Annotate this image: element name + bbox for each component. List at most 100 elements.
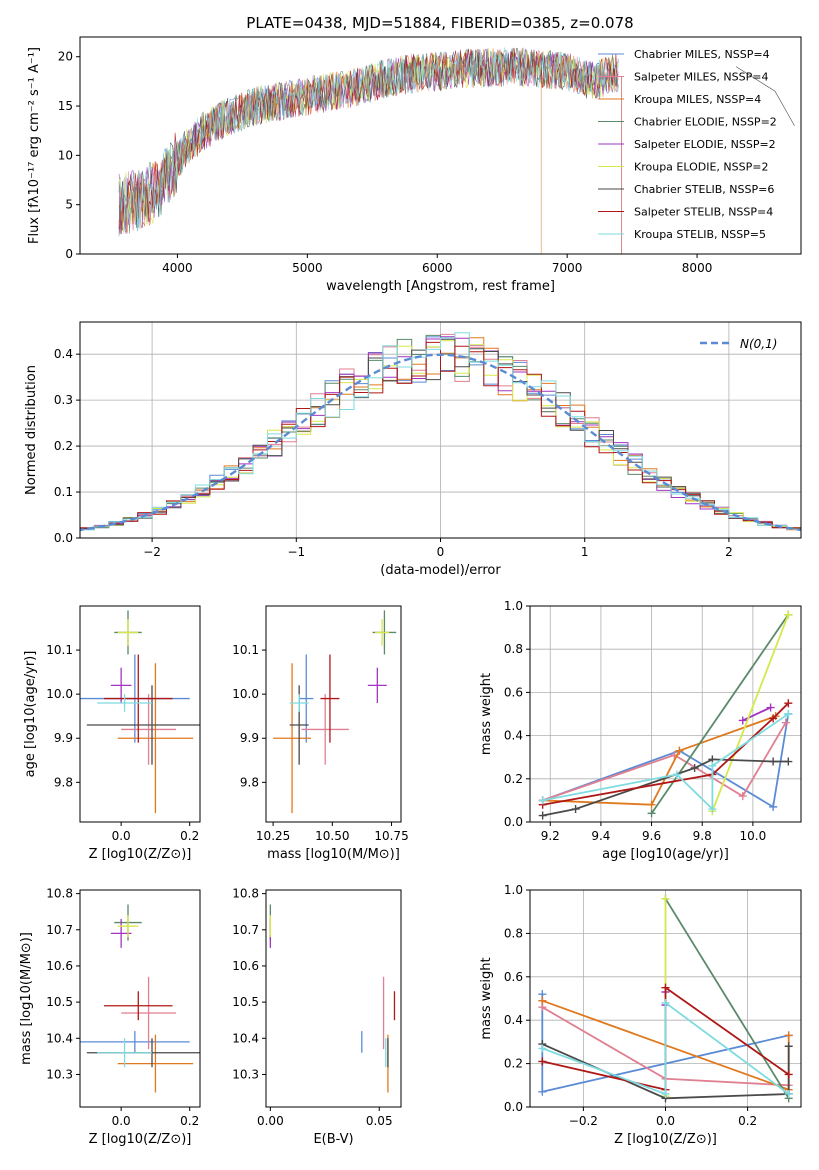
x-axis-label: mass [log10(M/M⊙)] <box>267 847 400 862</box>
series-chabrier_elodie <box>647 610 793 818</box>
legend-entry: Kroupa STELIB, NSSP=5 <box>634 228 766 241</box>
y-tick-label: 0.6 <box>504 685 523 699</box>
y-axis-label: mass weight <box>479 673 494 755</box>
y-tick-label: 15 <box>58 99 73 113</box>
x-tick-label: 0.0 <box>112 829 131 843</box>
y-tick-label: 10.4 <box>46 1031 73 1045</box>
y-tick-label: 10.7 <box>46 923 73 937</box>
axes-frame <box>79 36 802 255</box>
x-tick-label: 0.2 <box>738 1114 757 1128</box>
marker <box>766 703 775 712</box>
marker <box>538 811 547 820</box>
y-axis-label: age [log10(age/yr)] <box>23 651 38 778</box>
axes-frame <box>79 605 201 823</box>
x-tick-label: 1 <box>581 545 589 559</box>
y-tick-label: 0.4 <box>54 347 73 361</box>
x-tick-label: 9.6 <box>642 829 661 843</box>
errorbar-chabrier_miles <box>80 1031 190 1053</box>
x-tick-label: −1 <box>287 545 305 559</box>
y-tick-label: 10.5 <box>232 995 259 1009</box>
x-axis-label: Z [log10(Z/Z⊙)] <box>89 1132 192 1147</box>
marker <box>784 699 793 708</box>
marker <box>784 1070 793 1079</box>
x-tick-label: 0.2 <box>180 829 199 843</box>
y-tick-label: 0.0 <box>54 531 73 545</box>
y-tick-label: 0.0 <box>504 1100 523 1114</box>
y-tick-label: 1.0 <box>504 883 523 897</box>
y-axis-label: mass [log10(M/M⊙)] <box>19 932 34 1065</box>
y-axis-label: mass weight <box>479 957 494 1039</box>
errorbar-salpeter_stelib <box>104 991 173 1021</box>
marker <box>647 800 656 809</box>
y-tick-label: 0.1 <box>54 485 73 499</box>
axes-frame <box>265 889 402 1108</box>
errorbar-kroupa_miles <box>117 1034 194 1093</box>
series-kroupa_stelib <box>538 998 793 1098</box>
errorbar-chabrier_miles <box>299 654 314 743</box>
x-tick-label: 0.00 <box>257 1114 284 1128</box>
y-tick-label: 0.2 <box>504 772 523 786</box>
legend-entry: Chabrier ELODIE, NSSP=2 <box>634 116 777 129</box>
axes-frame <box>529 889 802 1108</box>
marker <box>784 610 793 619</box>
y-tick-label: 10.1 <box>46 643 73 657</box>
x-tick-label: −2 <box>143 545 161 559</box>
axes-frame <box>265 605 402 823</box>
errorbar-kroupa_stelib <box>289 694 309 712</box>
y-tick-label: 10.3 <box>232 1067 259 1081</box>
x-tick-label: 0.2 <box>180 1114 199 1128</box>
series-chabrier_stelib <box>538 755 793 820</box>
plot-area <box>80 610 200 814</box>
marker <box>784 710 793 718</box>
mass-vs-metallicity-panel: 0.0 0.2 10.3 10.4 10.5 10.6 10.7 10.8 Z [log10(Z… <box>19 887 201 1147</box>
x-axis-label: Z [log10(Z/Z⊙)] <box>89 847 192 862</box>
marker <box>538 1057 547 1066</box>
y-tick-label: 0.3 <box>54 393 73 407</box>
x-tick-label: 5000 <box>292 261 323 275</box>
axes-frame <box>79 321 802 539</box>
x-tick-label: 4000 <box>162 261 193 275</box>
marker <box>647 809 656 818</box>
axes-frame <box>529 605 802 823</box>
errorbar-kroupa_stelib <box>97 1038 152 1068</box>
spectrum-tail <box>735 66 795 126</box>
age-vs-mass-panel: 10.25 10.50 10.75 9.8 9.9 10.0 10.1 mass [log10… <box>232 605 409 862</box>
marker <box>769 757 778 766</box>
y-tick-label: 10.6 <box>46 959 73 973</box>
errorbar-salpeter_miles <box>301 694 349 765</box>
spectrum-panel: 4000 5000 6000 7000 8000 0 5 10 15 20 wavelength [… <box>27 36 802 294</box>
age-vs-metallicity-panel: 0.0 0.2 9.8 9.9 10.0 10.1 Z [log10(Z/Z⊙)] age [… <box>23 605 201 862</box>
mass-weight-vs-age-panel: 9.2 9.4 9.6 9.8 10.0 0.0 0.2 0.4 0.6 0.8 1.0 age [l… <box>479 599 802 862</box>
axes-frame <box>79 889 201 1108</box>
y-tick-label: 0.0 <box>504 815 523 829</box>
x-tick-label: 0 <box>437 545 445 559</box>
marker <box>571 805 580 814</box>
marker <box>769 802 778 811</box>
y-axis-label: Flux [fλ10⁻¹⁷ erg cm⁻² s⁻¹ A⁻¹] <box>27 47 42 244</box>
series-kroupa_stelib <box>538 710 793 814</box>
figure-title: PLATE=0438, MJD=51884, FIBERID=0385, z=0… <box>246 14 633 32</box>
errorbar-salpeter_stelib <box>104 654 173 743</box>
y-tick-label: 10.8 <box>46 887 73 901</box>
histogram-kroupa_stelib <box>80 332 801 532</box>
y-tick-label: 0.6 <box>504 970 523 984</box>
x-tick-label: 0.0 <box>656 1114 675 1128</box>
marker <box>784 1031 793 1040</box>
mass-vs-ebv-panel: 0.00 0.05 10.3 10.4 10.5 10.6 10.7 10.8 E(B-V) <box>232 887 402 1147</box>
errorbar-kroupa_elodie <box>117 915 139 938</box>
x-tick-label: 8000 <box>682 261 713 275</box>
y-tick-label: 0.2 <box>54 439 73 453</box>
y-tick-label: 10.5 <box>46 995 73 1009</box>
errorbar-kroupa_stelib <box>97 694 152 712</box>
y-axis-label: Normed distribution <box>24 365 39 495</box>
x-tick-label: 10.25 <box>256 829 290 843</box>
errorbar-kroupa_elodie <box>117 619 139 646</box>
errorbar-salpeter_elodie <box>110 667 132 703</box>
y-tick-label: 9.9 <box>54 731 73 745</box>
plot-area <box>273 610 397 814</box>
x-tick-label: 6000 <box>422 261 453 275</box>
y-tick-label: 0 <box>65 247 73 261</box>
x-axis-label: E(B-V) <box>313 1132 353 1147</box>
marker <box>690 764 699 772</box>
